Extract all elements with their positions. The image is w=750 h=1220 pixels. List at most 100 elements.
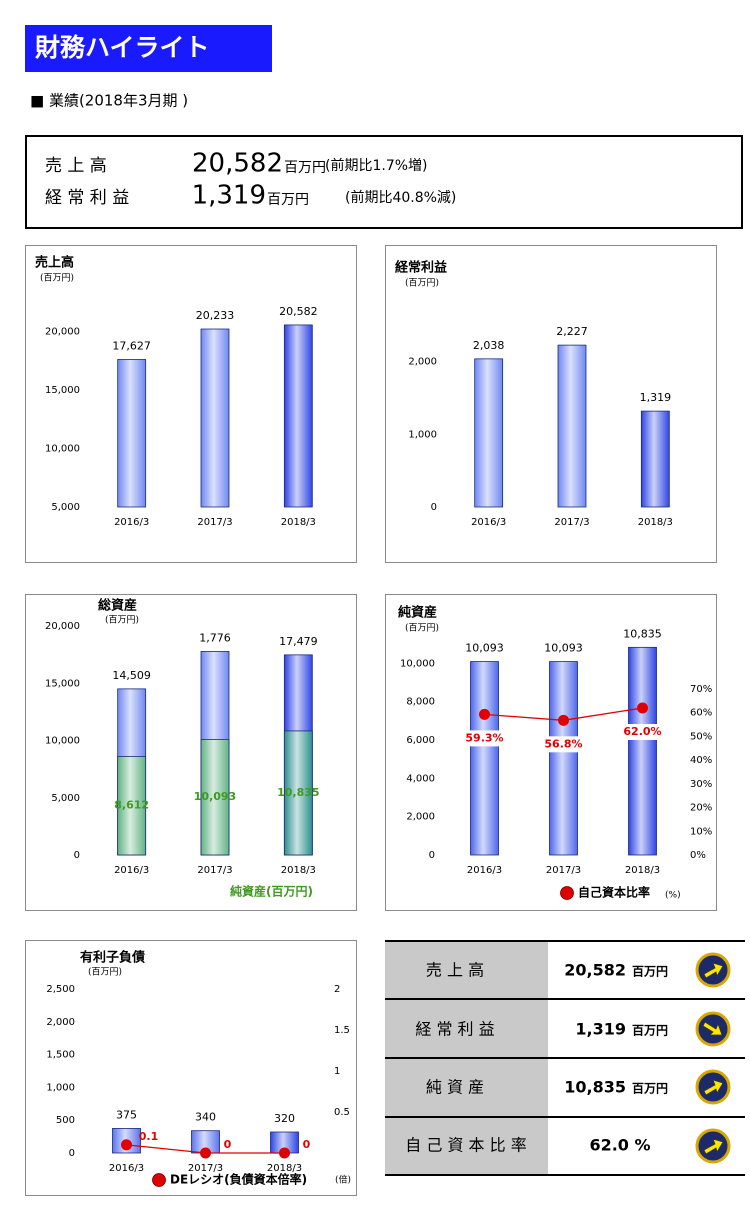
value-label: 20,582 xyxy=(279,305,318,318)
y2-tick-label: 2 xyxy=(334,984,340,995)
y-tick-label: 0 xyxy=(74,850,80,861)
bar xyxy=(200,739,230,856)
y-tick-label: 4,000 xyxy=(406,773,435,784)
table-label: 経 常 利 益 xyxy=(415,1020,494,1039)
value-label: 2,227 xyxy=(556,325,588,338)
trend-icon xyxy=(695,1069,731,1105)
value-label: 8,612 xyxy=(114,799,149,812)
summary-note: (前期比40.8%減) xyxy=(345,189,456,206)
y2-tick-label: 60% xyxy=(690,708,712,719)
value-label: 320 xyxy=(274,1112,295,1125)
y-tick-label: 5,000 xyxy=(51,502,80,513)
bar xyxy=(117,359,147,508)
bar xyxy=(117,755,147,856)
value-label: 10,093 xyxy=(544,642,583,655)
table-value: 1,319 xyxy=(575,1020,626,1039)
y-tick-label: 2,500 xyxy=(46,984,75,995)
x-tick-label: 2018/3 xyxy=(267,1163,302,1174)
summary-value: 20,582 xyxy=(192,149,283,179)
chart-unit: (百万円) xyxy=(88,967,122,978)
summary-box xyxy=(25,135,743,229)
y-tick-label: 8,000 xyxy=(406,697,435,708)
value-label: 10,835 xyxy=(623,627,662,640)
y2-unit: (%) xyxy=(665,891,681,901)
line-marker xyxy=(279,1147,290,1159)
legend-marker xyxy=(152,1173,166,1187)
summary-label: 売 上 高 xyxy=(45,156,107,176)
y-tick-label: 15,000 xyxy=(45,385,80,396)
value-label: 0.1 xyxy=(139,1130,159,1143)
y2-tick-label: 1.5 xyxy=(334,1025,350,1036)
value-label: 17,627 xyxy=(112,339,151,352)
table-label: 自 己 資 本 比 率 xyxy=(405,1136,526,1155)
y-tick-label: 0 xyxy=(429,850,435,861)
value-label: 20,233 xyxy=(196,309,235,322)
legend-marker xyxy=(560,886,574,900)
line-marker xyxy=(200,1147,211,1159)
y-tick-label: 1,500 xyxy=(46,1050,75,1061)
summary-unit: 百万円 xyxy=(284,160,326,176)
x-tick-label: 2018/3 xyxy=(281,865,316,876)
y-tick-label: 6,000 xyxy=(406,735,435,746)
panel-frame xyxy=(25,594,357,911)
bar xyxy=(628,646,657,856)
y-tick-label: 10,000 xyxy=(45,736,80,747)
y-tick-label: 500 xyxy=(56,1115,75,1126)
bar xyxy=(470,661,499,856)
value-label: 17,479 xyxy=(279,635,318,648)
label-bg xyxy=(464,730,505,747)
y2-tick-label: 70% xyxy=(690,684,712,695)
y2-tick-label: 30% xyxy=(690,779,712,790)
x-tick-label: 2016/3 xyxy=(114,517,149,528)
value-label: 10,093 xyxy=(465,642,504,655)
x-tick-label: 2017/3 xyxy=(546,865,581,876)
legend-label: 自己資本比率 xyxy=(578,885,650,900)
value-label: 0 xyxy=(224,1138,232,1151)
chart-title: 純資産 xyxy=(398,605,437,621)
chart-unit: (百万円) xyxy=(105,615,139,626)
x-tick-label: 2017/3 xyxy=(554,517,589,528)
y-tick-label: 0 xyxy=(69,1148,75,1159)
y-tick-label: 2,000 xyxy=(46,1017,75,1028)
value-label: 1,776 xyxy=(199,631,231,644)
table-value: 20,582 xyxy=(564,961,626,980)
table-unit: 百万円 xyxy=(632,1082,668,1096)
line-marker xyxy=(121,1139,132,1151)
x-tick-label: 2018/3 xyxy=(625,865,660,876)
chart-title: 売上高 xyxy=(35,255,74,271)
y-tick-label: 0 xyxy=(431,502,437,513)
value-label: 0 xyxy=(303,1138,311,1151)
chart-title: 有利子負債 xyxy=(80,950,145,966)
y-tick-label: 1,000 xyxy=(408,429,437,440)
chart-unit: (百万円) xyxy=(405,623,439,634)
bar xyxy=(549,661,578,856)
x-tick-label: 2017/3 xyxy=(197,517,232,528)
y-tick-label: 5,000 xyxy=(51,793,80,804)
line-marker xyxy=(637,702,648,714)
bar xyxy=(283,324,313,508)
x-tick-label: 2016/3 xyxy=(114,865,149,876)
chart-title: 総資産 xyxy=(98,598,137,614)
section-title: ■ 業績(2018年3月期 ) xyxy=(30,92,188,110)
value-label: 10,835 xyxy=(277,786,319,799)
y-tick-label: 10,000 xyxy=(45,444,80,455)
value-label: 10,093 xyxy=(194,790,236,803)
y2-tick-label: 40% xyxy=(690,755,712,766)
summary-unit: 百万円 xyxy=(267,192,309,208)
x-tick-label: 2018/3 xyxy=(281,517,316,528)
trend-icon xyxy=(695,1128,731,1164)
panel-frame xyxy=(385,245,717,563)
chart-title: 経常利益 xyxy=(395,260,447,276)
y-tick-label: 15,000 xyxy=(45,678,80,689)
y-tick-label: 20,000 xyxy=(45,327,80,338)
bar xyxy=(200,328,230,508)
y-tick-label: 1,000 xyxy=(46,1082,75,1093)
label-bg xyxy=(622,723,663,740)
summary-note: (前期比1.7%増) xyxy=(325,157,428,174)
bar xyxy=(640,410,670,508)
y-tick-label: 2,000 xyxy=(406,812,435,823)
table-value: 62.0 % xyxy=(589,1136,650,1155)
bar xyxy=(557,344,587,508)
summary-value: 1,319 xyxy=(192,181,266,211)
